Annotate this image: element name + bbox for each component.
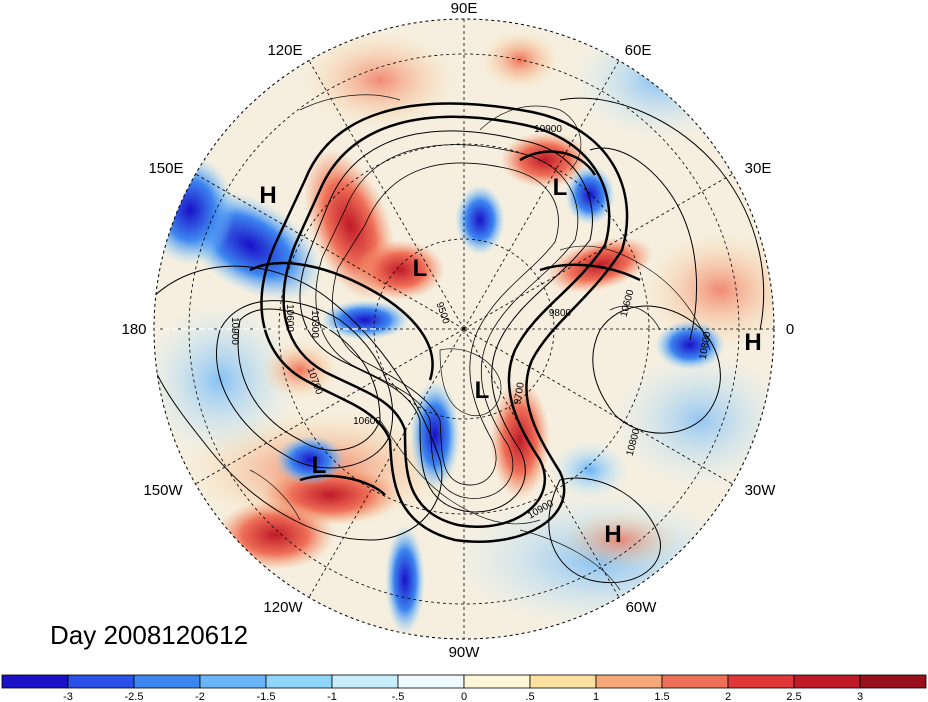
colorbar-tick-label: -1: [327, 691, 337, 702]
colorbar-swatch: [1, 674, 69, 689]
contour-label: 9800: [549, 308, 572, 319]
day-label: Day 2008120612: [50, 620, 249, 650]
contour-label: 10900: [229, 317, 240, 345]
colorbar-swatch: [727, 674, 795, 689]
contour-label: 9700: [512, 381, 527, 405]
colorbar-swatch: [331, 674, 399, 689]
colorbar-swatch: [595, 674, 663, 689]
low-center: L: [553, 174, 568, 201]
lon-label-90w: 90W: [449, 644, 481, 661]
colorbar-tick-label: 2.5: [786, 691, 801, 702]
colorbar-tick-label: .5: [525, 691, 534, 702]
colorbar-swatch: [661, 674, 729, 689]
colorbar-swatch: [265, 674, 333, 689]
high-center: H: [259, 182, 276, 209]
longitude-labels: 90E 60E 30E 0 30W 60W 90W 120W 150W 180 …: [121, 0, 794, 661]
colorbar-tick-label: -3: [63, 691, 73, 702]
colorbar-swatch: [793, 674, 861, 689]
colorbar-tick-label: 1: [593, 691, 599, 702]
coastlines: [249, 94, 711, 591]
contour-label: 10900: [534, 124, 562, 135]
lon-label-90e: 90E: [451, 0, 478, 17]
colorbar-tick-label: 0: [461, 691, 467, 702]
contour-label: 10600: [284, 304, 295, 332]
contour-label: 10300: [309, 310, 320, 338]
lon-label-30w: 30W: [745, 482, 777, 499]
contour-label: 10800: [698, 330, 714, 360]
low-center: L: [413, 255, 428, 282]
colorbar-tick-label: -2: [195, 691, 205, 702]
colorbar-swatch: [397, 674, 465, 689]
lon-label-150e: 150E: [148, 160, 183, 177]
colorbar-tick-label: -2.5: [125, 691, 144, 702]
colorbar-tick-label: 3: [857, 691, 863, 702]
pressure-centers: H L L L H H L: [259, 174, 761, 548]
lon-label-150w: 150W: [143, 482, 183, 499]
lon-label-30e: 30E: [745, 160, 772, 177]
colorbar-swatch: [463, 674, 531, 689]
lon-label-60e: 60E: [625, 42, 652, 59]
colorbar-swatch: [859, 674, 927, 689]
colorbar-swatch: [199, 674, 267, 689]
colorbar-tick-label: 2: [725, 691, 731, 702]
colorbar-swatch: [133, 674, 201, 689]
high-center: H: [744, 329, 761, 356]
low-center: L: [475, 377, 490, 404]
lon-label-120w: 120W: [263, 599, 303, 616]
contour-label: 10600: [353, 416, 381, 427]
lon-label-60w: 60W: [626, 599, 658, 616]
colorbar: -3 -2.5 -2 -1.5 -1 -.5 0 .5 1 1.5 2 2.5 3: [1, 674, 927, 702]
colorbar-swatch: [529, 674, 597, 689]
lon-label-180: 180: [121, 321, 146, 338]
colorbar-swatch: [67, 674, 135, 689]
high-center: H: [604, 521, 621, 548]
lon-label-0: 0: [786, 321, 794, 338]
colorbar-tick-label: -1.5: [257, 691, 276, 702]
map-boundary: [153, 18, 775, 640]
low-center: L: [312, 452, 327, 479]
colorbar-tick-label: 1.5: [654, 691, 669, 702]
colorbar-tick-label: -.5: [392, 691, 405, 702]
lon-label-120e: 120E: [267, 42, 302, 59]
